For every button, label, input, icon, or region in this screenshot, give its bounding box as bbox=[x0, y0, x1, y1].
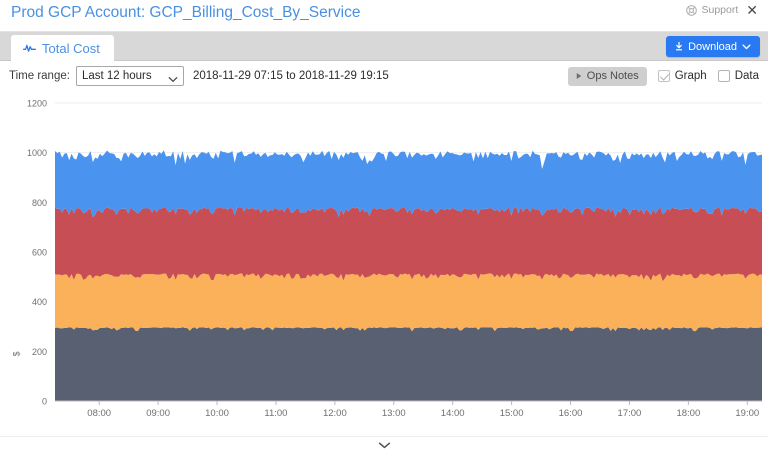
stacked-area-chart[interactable]: 0 200 400 600 800 1000 1200 08:00 09:00 10:00 11:0… bbox=[0, 91, 768, 421]
time-range-select[interactable]: Last 12 hours bbox=[75, 66, 184, 86]
svg-text:08:00: 08:00 bbox=[87, 408, 111, 419]
svg-text:600: 600 bbox=[32, 248, 47, 258]
tab-label: Total Cost bbox=[42, 40, 100, 56]
data-label: Data bbox=[734, 70, 759, 82]
svg-text:12:00: 12:00 bbox=[323, 408, 347, 419]
data-checkbox[interactable]: Data bbox=[717, 70, 759, 82]
close-icon[interactable]: ✕ bbox=[746, 2, 758, 18]
tab-bar: Total Cost Download bbox=[0, 32, 768, 61]
svg-text:17:00: 17:00 bbox=[618, 408, 642, 419]
pulse-icon bbox=[23, 43, 36, 53]
svg-text:0: 0 bbox=[42, 397, 47, 407]
header-actions: Support ✕ bbox=[686, 3, 760, 17]
view-controls: Ops Notes Graph Data bbox=[567, 61, 759, 91]
svg-text:400: 400 bbox=[32, 297, 47, 307]
svg-text:09:00: 09:00 bbox=[146, 408, 170, 419]
time-range-label: Time range: bbox=[9, 70, 70, 82]
triangle-right-icon bbox=[576, 72, 582, 80]
y-axis-title: $ bbox=[11, 351, 22, 357]
support-link[interactable]: Support bbox=[686, 4, 738, 16]
download-label: Download bbox=[688, 40, 737, 53]
support-label: Support bbox=[701, 4, 739, 16]
page-header: Prod GCP Account: GCP_Billing_Cost_By_Se… bbox=[0, 0, 768, 32]
ops-notes-button[interactable]: Ops Notes bbox=[567, 66, 647, 86]
svg-text:19:00: 19:00 bbox=[735, 408, 759, 419]
graph-label: Graph bbox=[674, 70, 707, 82]
controls-bar: Time range: Last 12 hours 2018-11-29 07:… bbox=[0, 61, 768, 91]
chart-container[interactable]: 0 200 400 600 800 1000 1200 08:00 09:00 10:00 11:0… bbox=[0, 91, 768, 421]
svg-text:1200: 1200 bbox=[27, 99, 47, 109]
tab-total-cost[interactable]: Total Cost bbox=[11, 35, 114, 61]
checkbox-box-graph[interactable] bbox=[657, 70, 670, 82]
checkbox-box-data[interactable] bbox=[717, 70, 730, 82]
svg-text:200: 200 bbox=[32, 347, 47, 357]
svg-text:15:00: 15:00 bbox=[500, 408, 524, 419]
graph-checkbox[interactable]: Graph bbox=[657, 70, 707, 82]
svg-text:10:00: 10:00 bbox=[205, 408, 229, 419]
svg-text:13:00: 13:00 bbox=[382, 408, 406, 419]
download-arrow-icon bbox=[675, 42, 683, 51]
chevron-down-icon bbox=[742, 43, 751, 50]
svg-text:16:00: 16:00 bbox=[559, 408, 583, 419]
chevron-down-icon bbox=[378, 442, 391, 449]
lifebuoy-icon bbox=[686, 4, 698, 16]
svg-text:11:00: 11:00 bbox=[264, 408, 287, 419]
svg-text:1000: 1000 bbox=[27, 148, 47, 158]
ops-notes-label: Ops Notes bbox=[586, 70, 639, 82]
svg-text:18:00: 18:00 bbox=[676, 408, 700, 419]
download-button[interactable]: Download bbox=[666, 36, 760, 57]
svg-text:800: 800 bbox=[32, 198, 47, 208]
svg-text:14:00: 14:00 bbox=[441, 408, 465, 419]
time-range-text: 2018-11-29 07:15 to 2018-11-29 19:15 bbox=[192, 70, 389, 82]
panel-expander[interactable] bbox=[0, 436, 768, 454]
page-title: Prod GCP Account: GCP_Billing_Cost_By_Se… bbox=[11, 4, 361, 21]
time-range-value: Last 12 hours bbox=[81, 70, 152, 82]
